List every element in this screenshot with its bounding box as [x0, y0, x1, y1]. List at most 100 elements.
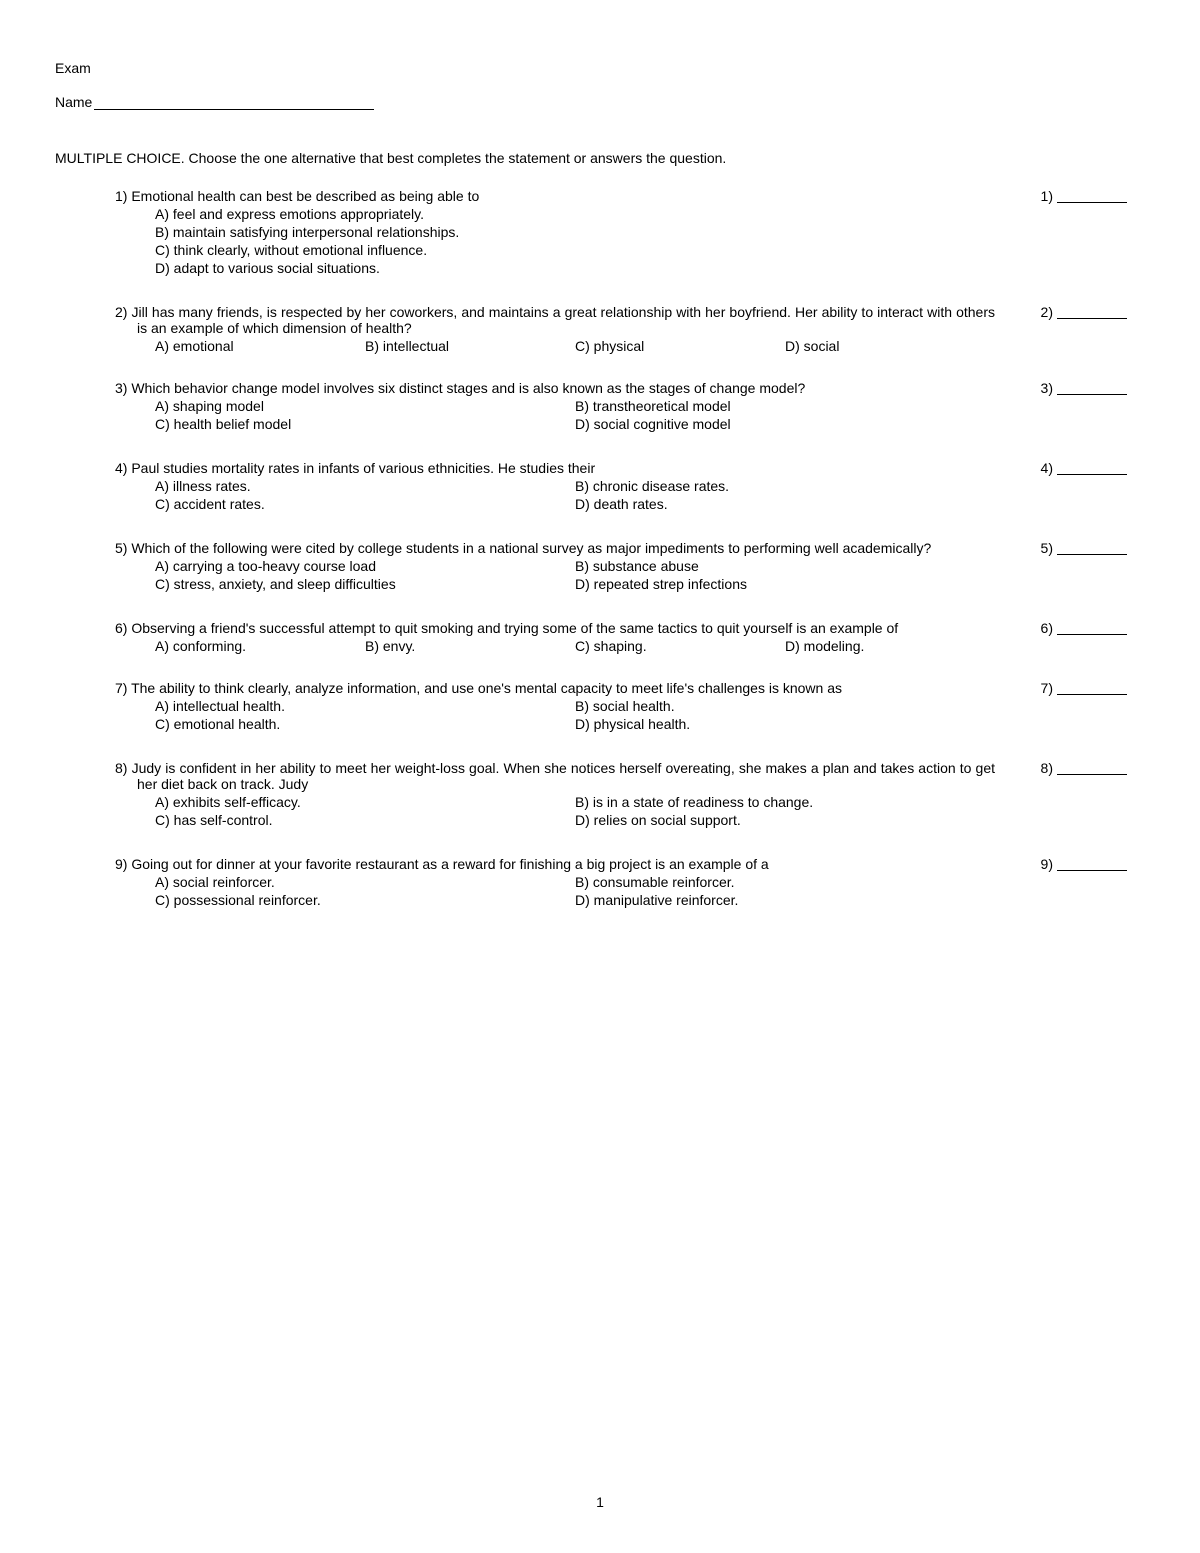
question-number: 8) — [115, 760, 132, 776]
choice: D) repeated strep infections — [575, 576, 995, 592]
choice-row: A) social reinforcer.B) consumable reinf… — [155, 874, 995, 890]
answer-slot: 3) — [1025, 380, 1135, 396]
questions-list: 1) Emotional health can best be describe… — [55, 188, 1145, 910]
choice: B) intellectual — [365, 338, 575, 354]
question-number: 7) — [115, 680, 131, 696]
choices: A) feel and express emotions appropriate… — [115, 206, 995, 276]
question-number: 4) — [115, 460, 131, 476]
choice: A) emotional — [155, 338, 365, 354]
question-body: 1) Emotional health can best be describe… — [115, 188, 1025, 278]
choice: D) death rates. — [575, 496, 995, 512]
choices: A) illness rates.B) chronic disease rate… — [115, 478, 995, 512]
answer-blank[interactable] — [1057, 680, 1127, 695]
question-stem: 8) Judy is confident in her ability to m… — [115, 760, 995, 792]
choice: D) relies on social support. — [575, 812, 995, 828]
choice: B) chronic disease rates. — [575, 478, 995, 494]
answer-number: 9) — [1025, 856, 1057, 872]
name-input-line[interactable] — [94, 95, 374, 110]
answer-blank[interactable] — [1057, 460, 1127, 475]
answer-slot: 5) — [1025, 540, 1135, 556]
question-block: 8) Judy is confident in her ability to m… — [115, 760, 1135, 830]
question-body: 2) Jill has many friends, is respected b… — [115, 304, 1025, 354]
question-stem: 1) Emotional health can best be describe… — [115, 188, 995, 204]
question-block: 7) The ability to think clearly, analyze… — [115, 680, 1135, 734]
question-block: 3) Which behavior change model involves … — [115, 380, 1135, 434]
choice: D) social — [785, 338, 995, 354]
choice: C) think clearly, without emotional infl… — [155, 242, 995, 258]
question-number: 9) — [115, 856, 131, 872]
exam-page: Exam Name MULTIPLE CHOICE. Choose the on… — [0, 0, 1200, 1550]
page-number: 1 — [0, 1494, 1200, 1510]
choice: A) conforming. — [155, 638, 365, 654]
question-stem: 6) Observing a friend's successful attem… — [115, 620, 995, 636]
choice-row: C) emotional health.D) physical health. — [155, 716, 995, 732]
answer-number: 2) — [1025, 304, 1057, 320]
answer-number: 1) — [1025, 188, 1057, 204]
choice: C) stress, anxiety, and sleep difficulti… — [155, 576, 575, 592]
question-stem: 2) Jill has many friends, is respected b… — [115, 304, 995, 336]
choice: B) transtheoretical model — [575, 398, 995, 414]
name-field-row: Name — [55, 94, 1145, 110]
choices: A) shaping modelB) transtheoretical mode… — [115, 398, 995, 432]
question-block: 6) Observing a friend's successful attem… — [115, 620, 1135, 654]
question-body: 5) Which of the following were cited by … — [115, 540, 1025, 594]
choices: A) exhibits self-efficacy.B) is in a sta… — [115, 794, 995, 828]
question-block: 5) Which of the following were cited by … — [115, 540, 1135, 594]
choice: C) physical — [575, 338, 785, 354]
choices: A) social reinforcer.B) consumable reinf… — [115, 874, 995, 908]
choices: A) emotionalB) intellectualC) physicalD)… — [115, 338, 995, 354]
answer-number: 6) — [1025, 620, 1057, 636]
choice-row: C) possessional reinforcer.D) manipulati… — [155, 892, 995, 908]
answer-blank[interactable] — [1057, 856, 1127, 871]
choice: A) illness rates. — [155, 478, 575, 494]
choice: C) accident rates. — [155, 496, 575, 512]
answer-blank[interactable] — [1057, 760, 1127, 775]
answer-blank[interactable] — [1057, 304, 1127, 319]
question-block: 4) Paul studies mortality rates in infan… — [115, 460, 1135, 514]
question-stem: 4) Paul studies mortality rates in infan… — [115, 460, 995, 476]
choice: A) exhibits self-efficacy. — [155, 794, 575, 810]
choice: C) has self-control. — [155, 812, 575, 828]
choices: A) carrying a too-heavy course loadB) su… — [115, 558, 995, 592]
choice-row: C) accident rates.D) death rates. — [155, 496, 995, 512]
choice-row: A) intellectual health.B) social health. — [155, 698, 995, 714]
answer-blank[interactable] — [1057, 620, 1127, 635]
question-body: 4) Paul studies mortality rates in infan… — [115, 460, 1025, 514]
choice: A) feel and express emotions appropriate… — [155, 206, 995, 222]
choice-row: A) shaping modelB) transtheoretical mode… — [155, 398, 995, 414]
question-body: 7) The ability to think clearly, analyze… — [115, 680, 1025, 734]
question-number: 1) — [115, 188, 131, 204]
answer-blank[interactable] — [1057, 188, 1127, 203]
question-number: 5) — [115, 540, 131, 556]
answer-slot: 9) — [1025, 856, 1135, 872]
question-body: 3) Which behavior change model involves … — [115, 380, 1025, 434]
choice: D) modeling. — [785, 638, 995, 654]
question-number: 6) — [115, 620, 131, 636]
choices: A) intellectual health.B) social health.… — [115, 698, 995, 732]
answer-slot: 4) — [1025, 460, 1135, 476]
choices: A) conforming.B) envy.C) shaping.D) mode… — [115, 638, 995, 654]
choice: D) manipulative reinforcer. — [575, 892, 995, 908]
choice-row: A) exhibits self-efficacy.B) is in a sta… — [155, 794, 995, 810]
choice-row: A) illness rates.B) chronic disease rate… — [155, 478, 995, 494]
choice: D) physical health. — [575, 716, 995, 732]
choice: A) carrying a too-heavy course load — [155, 558, 575, 574]
question-stem: 7) The ability to think clearly, analyze… — [115, 680, 995, 696]
question-block: 2) Jill has many friends, is respected b… — [115, 304, 1135, 354]
question-body: 9) Going out for dinner at your favorite… — [115, 856, 1025, 910]
choice: A) intellectual health. — [155, 698, 575, 714]
choice-row: C) has self-control.D) relies on social … — [155, 812, 995, 828]
answer-blank[interactable] — [1057, 380, 1127, 395]
answer-blank[interactable] — [1057, 540, 1127, 555]
instructions: MULTIPLE CHOICE. Choose the one alternat… — [55, 150, 1145, 166]
choice: C) possessional reinforcer. — [155, 892, 575, 908]
name-label: Name — [55, 94, 94, 110]
choice: B) maintain satisfying interpersonal rel… — [155, 224, 995, 240]
answer-number: 4) — [1025, 460, 1057, 476]
answer-slot: 1) — [1025, 188, 1135, 204]
question-body: 6) Observing a friend's successful attem… — [115, 620, 1025, 654]
choice: D) social cognitive model — [575, 416, 995, 432]
question-stem: 3) Which behavior change model involves … — [115, 380, 995, 396]
answer-number: 5) — [1025, 540, 1057, 556]
question-stem: 9) Going out for dinner at your favorite… — [115, 856, 995, 872]
